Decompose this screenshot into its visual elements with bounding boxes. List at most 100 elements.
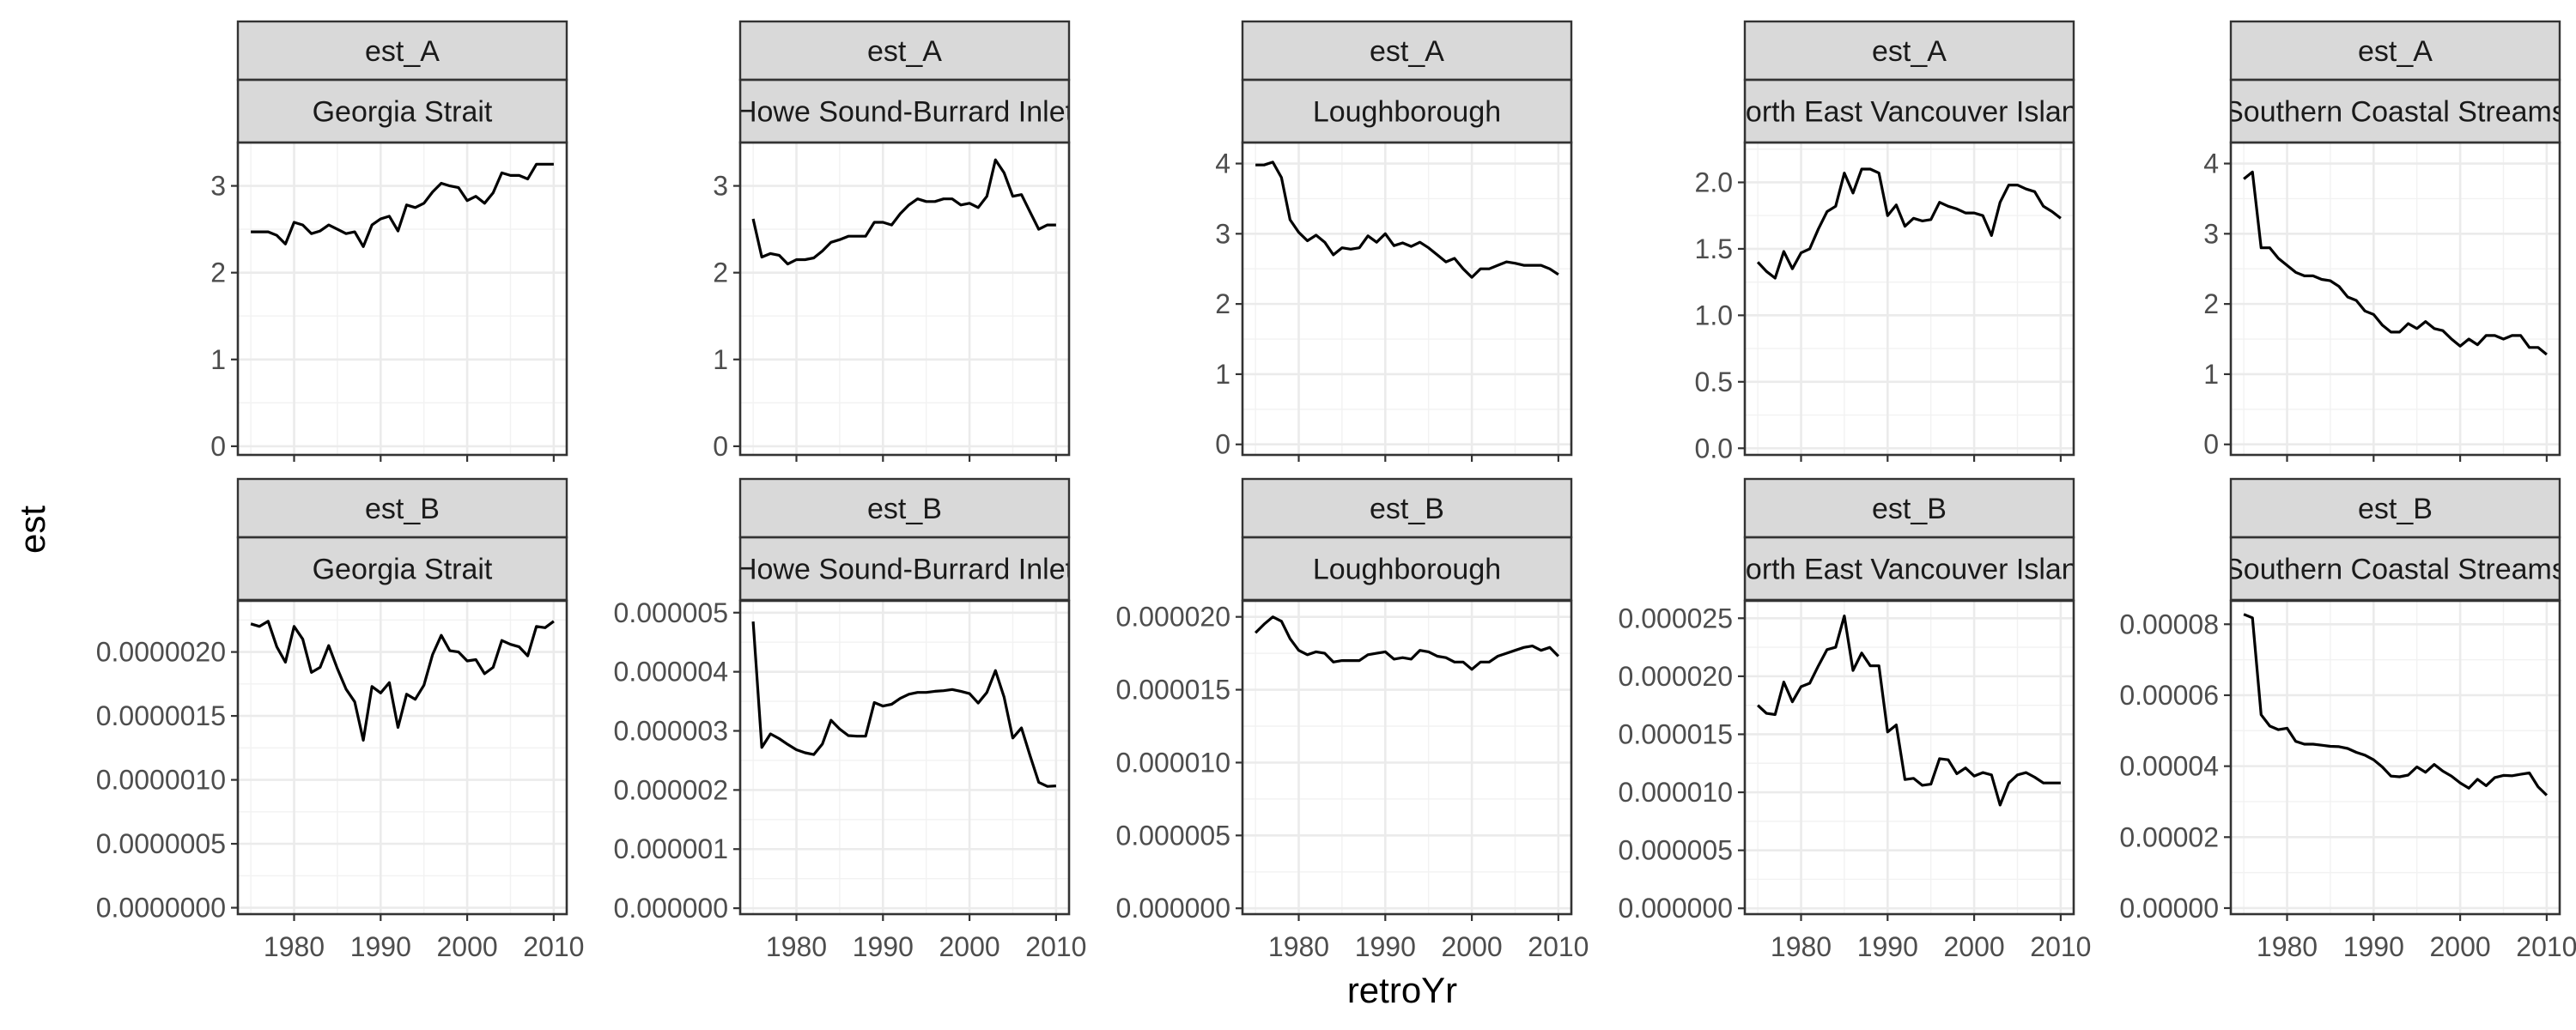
strip-column-label-text: Loughborough xyxy=(1313,554,1501,586)
x-tick-label: 2010 xyxy=(523,931,584,962)
strip-column-label-outline xyxy=(236,536,568,602)
strip-column-label-outline xyxy=(738,78,1071,144)
y-tick-label: 0 xyxy=(713,431,728,462)
strip-column-label-box xyxy=(740,78,1069,144)
y-tick-label: 0.000001 xyxy=(614,833,728,864)
x-tick-label: 2000 xyxy=(939,931,999,962)
strip-column-label-outline xyxy=(236,78,568,144)
y-tick-label: 0.00000 xyxy=(2119,893,2219,924)
y-tick-label: 0.0000000 xyxy=(96,893,226,924)
y-tick-label: 0 xyxy=(2203,429,2219,460)
series-line-est-b-southern-coastal-streams xyxy=(2243,613,2549,797)
y-tick-label: 0.0 xyxy=(1695,433,1733,464)
strip-column-label-outline xyxy=(1743,78,2075,144)
x-tick-label: 2000 xyxy=(1943,931,2004,962)
y-tick-label: 0.000005 xyxy=(1619,835,1733,866)
x-tick-label: 1980 xyxy=(2257,931,2318,962)
y-tick-label: 2 xyxy=(2203,288,2219,319)
strip-row-label-text: est_A xyxy=(2358,35,2433,68)
strip-column-label-text: Georgia Strait xyxy=(313,96,493,129)
series-line-est-a-southern-coastal-streams xyxy=(2243,170,2548,356)
y-tick-label: 0.000003 xyxy=(614,716,728,747)
y-tick-label: 1 xyxy=(210,344,226,375)
y-tick-label: 1 xyxy=(1215,359,1230,390)
y-tick-label: 0.0000020 xyxy=(96,637,226,668)
panel-background xyxy=(740,142,1069,455)
panel-background xyxy=(238,601,567,914)
y-tick-label: 3 xyxy=(2203,218,2219,249)
y-tick-label: 0.000025 xyxy=(1619,603,1733,633)
series-line-est-b-loughborough xyxy=(1254,615,1560,671)
strip-column-label-text: Southern Coastal Streams xyxy=(2224,554,2567,586)
strip-row-label xyxy=(1743,477,2075,539)
strip-row-label-text: est_A xyxy=(1872,35,1947,68)
strip-column-label-text: Loughborough xyxy=(1313,96,1501,129)
strip-column-label-outline xyxy=(1241,78,1573,144)
series-line-est-b-georgia-strait xyxy=(250,620,555,742)
strip-row-label xyxy=(1241,20,1573,82)
panel-background xyxy=(2231,142,2560,455)
y-tick-label: 0.000000 xyxy=(614,893,728,924)
panel-background xyxy=(2231,601,2560,914)
x-axis-title: retroYr xyxy=(1347,970,1457,1010)
strip-row-label xyxy=(2229,477,2561,539)
strip-column-label: Loughborough xyxy=(1242,78,1571,144)
y-tick-label: 0.00008 xyxy=(2119,609,2219,639)
strip-row-label-text: est_A xyxy=(365,35,440,68)
x-tick-label: 2010 xyxy=(2030,931,2091,962)
y-tick-label: 3 xyxy=(713,171,728,202)
y-tick-label: 0 xyxy=(1215,429,1230,460)
strip-row-label-text: est_A xyxy=(867,35,942,68)
x-tick-label: 2000 xyxy=(2429,931,2490,962)
series-line-est-b-howe-sound-burrard-inlet xyxy=(751,621,1056,788)
x-tick-label: 1980 xyxy=(1268,931,1329,962)
strip-row-label xyxy=(2229,20,2561,82)
panel-est-b-georgia-strait: 0.0000000 0.0000005 0.0000010 0.0000015 0.00… xyxy=(96,477,584,962)
x-tick-label: 1990 xyxy=(2343,931,2404,962)
x-tick-label: 1990 xyxy=(1355,931,1416,962)
y-tick-label: 3 xyxy=(1215,218,1230,249)
panel-background xyxy=(1745,142,2074,455)
series-line-est-a-north-east-vancouver-island xyxy=(1756,167,2062,280)
strip-column-label-box xyxy=(2231,536,2560,602)
panel-est-b-southern-coastal-streams: 0.00000 0.00002 0.00004 0.00006 0.00008 1980 1… xyxy=(2119,477,2576,962)
strip-row-label-text: est_A xyxy=(1370,35,1444,68)
x-tick-label: 1980 xyxy=(264,931,325,962)
strip-row-label xyxy=(236,477,568,539)
y-tick-label: 0.0000015 xyxy=(96,700,226,731)
y-tick-label: 0.000015 xyxy=(1116,675,1230,706)
strip-column-label-box xyxy=(238,78,567,144)
strip-column-label-box xyxy=(740,536,1069,602)
y-tick-label: 0.00004 xyxy=(2119,751,2219,782)
y-tick-label: 0.000005 xyxy=(614,597,728,628)
strip-column-label: North East Vancouver Island xyxy=(1724,536,2093,602)
y-tick-label: 4 xyxy=(1215,148,1230,179)
strip-column-label-text: Howe Sound-Burrard Inlet xyxy=(736,96,1074,129)
y-tick-label: 1.0 xyxy=(1695,300,1733,330)
strip-column-label-text: North East Vancouver Island xyxy=(1724,96,2093,129)
y-tick-label: 1.5 xyxy=(1695,233,1733,264)
panel-est-a-howe-sound-burrard-inlet: 0 1 2 3 est_A Howe Sound-Burrard Inlet xyxy=(713,20,1074,462)
y-tick-label: 0.000004 xyxy=(614,657,728,688)
y-tick-label: 0.5 xyxy=(1695,367,1733,397)
strip-column-label-outline xyxy=(1241,536,1573,602)
strip-column-label-outline xyxy=(1743,536,2075,602)
strip-column-label-outline xyxy=(2229,536,2561,602)
y-tick-label: 0.0000005 xyxy=(96,828,226,859)
strip-column-label-text: North East Vancouver Island xyxy=(1724,554,2093,586)
x-tick-label: 2000 xyxy=(1441,931,1502,962)
y-tick-label: 2 xyxy=(210,258,226,288)
strip-row-label xyxy=(1241,477,1573,539)
panel-est-a-georgia-strait: 0 1 2 3 est_A Georgia Strait xyxy=(210,20,568,462)
panel-background xyxy=(1745,601,2074,914)
y-tick-label: 4 xyxy=(2203,148,2219,179)
y-tick-label: 2 xyxy=(713,258,728,288)
x-tick-label: 2000 xyxy=(436,931,497,962)
x-tick-label: 1980 xyxy=(766,931,827,962)
y-tick-label: 2.0 xyxy=(1695,167,1733,197)
panel-background xyxy=(740,601,1069,914)
y-tick-label: 0.00006 xyxy=(2119,680,2219,711)
strip-column-label: Southern Coastal Streams xyxy=(2231,78,2560,144)
series-line-est-b-north-east-vancouver-island xyxy=(1757,614,2061,807)
strip-column-label: Loughborough xyxy=(1242,536,1571,602)
